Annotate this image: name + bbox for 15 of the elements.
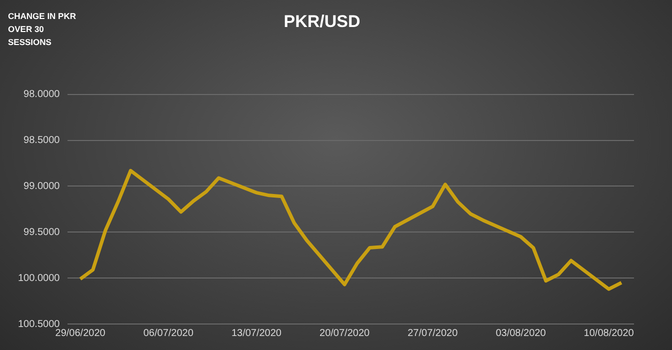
- y-tick-label: 99.5000: [24, 226, 60, 238]
- x-tick-label: 29/06/2020: [55, 328, 106, 339]
- text: CHANGE IN PKR OVER 30 SESSIONS: [8, 10, 78, 49]
- x-tick-label: 20/07/2020: [320, 328, 370, 339]
- x-tick-label: 13/07/2020: [231, 328, 282, 339]
- y-tick-label: 98.0000: [24, 89, 60, 100]
- x-tick-label: 27/07/2020: [408, 328, 458, 339]
- y-tick-label: 100.0000: [18, 272, 60, 284]
- x-tick-label: 10/08/2020: [584, 328, 634, 339]
- x-tick-label: 06/07/2020: [143, 328, 194, 339]
- y-tick-label: 100.5000: [18, 318, 60, 330]
- y-tick-label: 98.5000: [24, 135, 60, 146]
- chart-title: PKR/USD: [284, 12, 360, 31]
- x-tick-label: 03/08/2020: [496, 328, 546, 339]
- y-tick-label: 99.0000: [24, 180, 60, 192]
